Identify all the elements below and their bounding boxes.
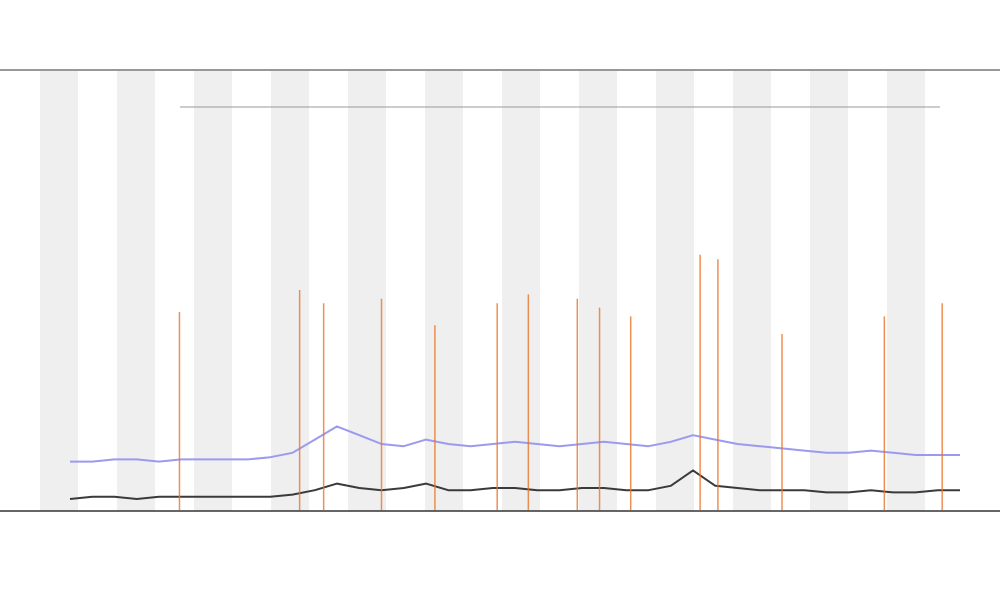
shade-band bbox=[810, 71, 848, 511]
shade-band bbox=[271, 71, 309, 511]
shade-band bbox=[425, 71, 463, 511]
series-line bbox=[69, 469, 960, 500]
shade-band bbox=[579, 71, 617, 511]
shade-band bbox=[733, 71, 771, 511]
series-line bbox=[70, 425, 960, 463]
shade-band bbox=[40, 71, 78, 511]
shade-band bbox=[348, 71, 386, 511]
shade-band bbox=[656, 71, 694, 511]
shade-band bbox=[117, 71, 155, 511]
shade-band bbox=[502, 71, 540, 511]
shade-band bbox=[194, 71, 232, 511]
shade-band bbox=[887, 71, 925, 511]
